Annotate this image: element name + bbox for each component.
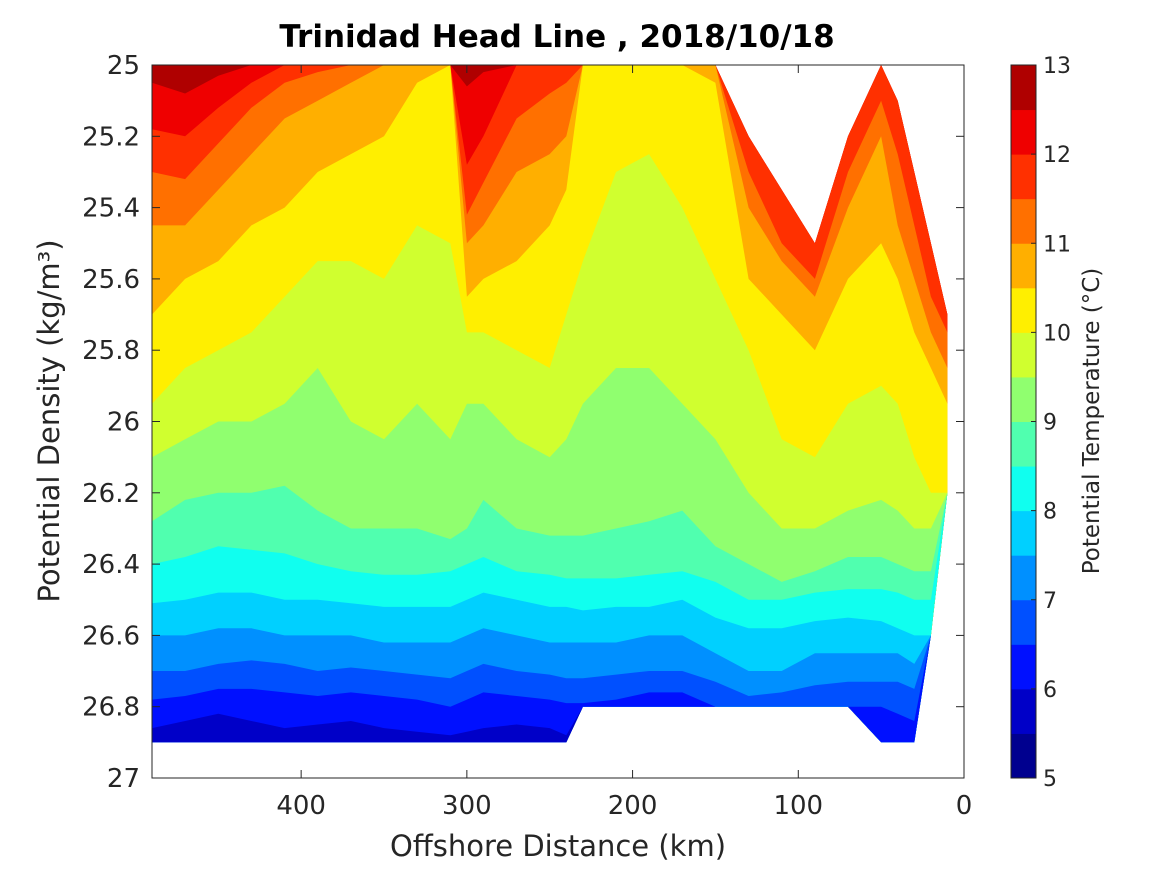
y-axis-ticks: 25 25.2 25.4 25.6 25.8 26 26.2 26.4 26.6 26.8 27 (82, 51, 964, 794)
colorbar-swatch (1011, 733, 1036, 779)
x-tick-label: 0 (956, 791, 973, 821)
colorbar-ticks: 5 6 7 8 9 10 11 12 13 (1031, 54, 1071, 792)
x-tick-label: 400 (276, 791, 326, 821)
contour-band-6 (152, 492, 948, 743)
colorbar-swatch (1011, 154, 1036, 200)
x-tick-label: 200 (608, 791, 658, 821)
y-tick-label: 26.2 (82, 479, 140, 509)
contour-band-7 (152, 492, 948, 743)
y-tick-label: 26.8 (82, 693, 140, 723)
chart-title: Trinidad Head Line , 2018/10/18 (279, 19, 834, 55)
y-tick-label: 26 (107, 408, 140, 438)
contour-fill-layer (152, 65, 948, 743)
y-tick-label: 25.6 (82, 265, 140, 295)
colorbar-swatch (1011, 421, 1036, 467)
colorbar-tick-label: 7 (1043, 589, 1057, 614)
y-tick-label: 25.2 (82, 122, 140, 152)
colorbar-tick-label: 10 (1043, 321, 1071, 346)
colorbar-tick-label: 13 (1043, 54, 1071, 79)
x-tick-label: 300 (442, 791, 492, 821)
colorbar-tick-label: 12 (1043, 143, 1071, 168)
colorbar-swatch (1011, 243, 1036, 289)
colorbar-swatch (1011, 332, 1036, 378)
y-tick-label: 25.4 (82, 194, 140, 224)
x-tick-label: 100 (773, 791, 823, 821)
colorbar-swatch (1011, 466, 1036, 512)
colorbar-swatch (1011, 510, 1036, 556)
colorbar-swatch (1011, 109, 1036, 155)
colorbar-tick-label: 9 (1043, 411, 1057, 436)
colorbar-swatch (1011, 599, 1036, 645)
y-tick-label: 25.8 (82, 336, 140, 366)
colorbar-swatch (1011, 65, 1036, 111)
colorbar (1011, 65, 1036, 779)
colorbar-swatch (1011, 688, 1036, 734)
colorbar-label: Potential Temperature (°C) (1079, 268, 1105, 575)
y-tick-label: 27 (107, 764, 140, 794)
colorbar-swatch (1011, 644, 1036, 690)
y-tick-label: 26.6 (82, 621, 140, 651)
y-tick-label: 25 (107, 51, 140, 81)
colorbar-tick-label: 5 (1043, 767, 1057, 792)
x-axis-ticks: 400 300 200 100 0 (276, 65, 972, 821)
colorbar-swatch (1011, 198, 1036, 244)
colorbar-tick-label: 8 (1043, 500, 1057, 525)
colorbar-tick-label: 11 (1043, 232, 1071, 257)
y-axis-label: Potential Density (kg/m³) (32, 239, 66, 602)
colorbar-tick-label: 6 (1043, 678, 1057, 703)
x-axis-label: Offshore Distance (km) (390, 829, 726, 863)
colorbar-swatch (1011, 376, 1036, 422)
y-tick-label: 26.4 (82, 550, 140, 580)
colorbar-swatch (1011, 555, 1036, 601)
colorbar-swatch (1011, 287, 1036, 333)
